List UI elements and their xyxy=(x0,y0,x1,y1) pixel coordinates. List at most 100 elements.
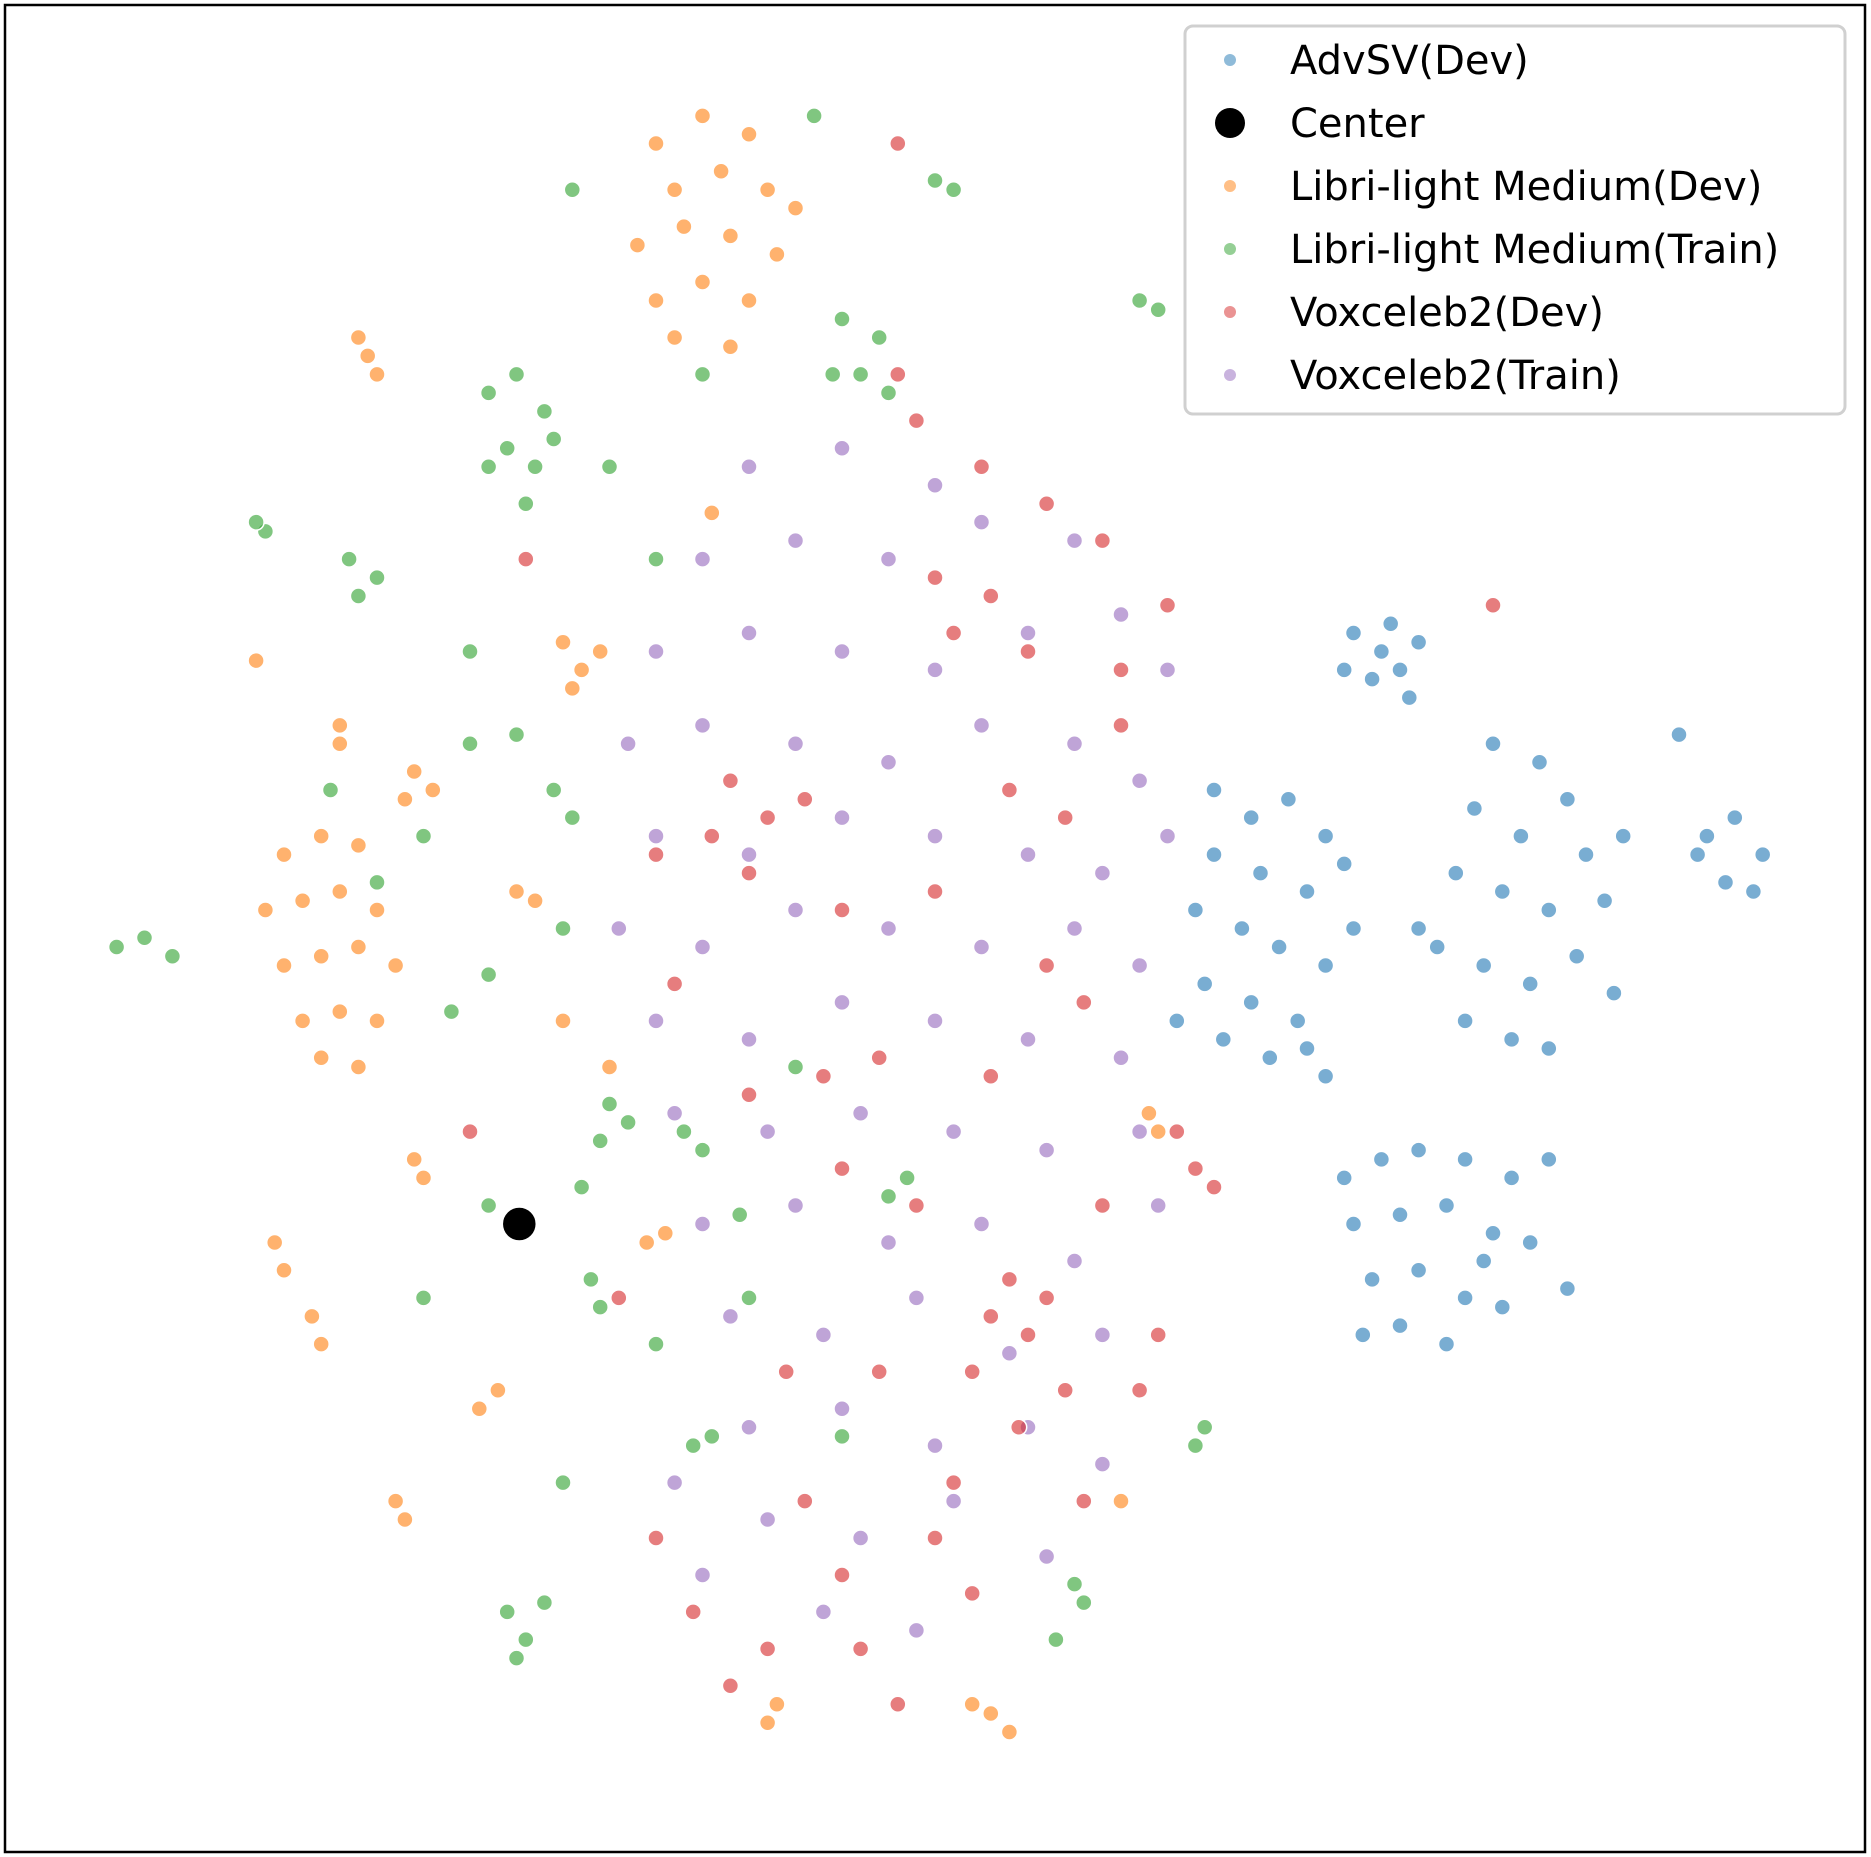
point-advsv-dev-57 xyxy=(1502,1169,1521,1187)
point-libri-light-medium-train-30 xyxy=(600,1095,619,1113)
point-voxceleb2-train-3 xyxy=(693,550,712,568)
point-libri-light-medium-train-8 xyxy=(340,550,358,568)
point-voxceleb2-dev-26 xyxy=(982,1067,1000,1086)
point-libri-light-medium-train-57 xyxy=(600,458,619,476)
point-libri-light-medium-dev-66 xyxy=(554,1012,572,1030)
point-voxceleb2-train-58 xyxy=(1093,1326,1112,1344)
point-voxceleb2-train-38 xyxy=(833,993,851,1012)
point-voxceleb2-dev-39 xyxy=(870,1363,888,1381)
point-libri-light-medium-train-60 xyxy=(554,1473,572,1492)
point-voxceleb2-train-15 xyxy=(619,735,637,753)
point-libri-light-medium-train-1 xyxy=(507,365,526,384)
point-advsv-dev-25 xyxy=(1168,1012,1186,1030)
point-libri-light-medium-train-61 xyxy=(647,1335,665,1353)
point-libri-light-medium-dev-63 xyxy=(1149,1122,1167,1141)
point-libri-light-medium-train-5 xyxy=(479,458,498,476)
point-advsv-dev-24 xyxy=(1261,1049,1279,1067)
point-advsv-dev-64 xyxy=(1558,1279,1577,1298)
point-libri-light-medium-dev-65 xyxy=(489,1381,507,1399)
point-voxceleb2-train-30 xyxy=(693,938,712,956)
point-voxceleb2-dev-18 xyxy=(1112,716,1130,735)
point-voxceleb2-train-6 xyxy=(972,513,991,531)
point-voxceleb2-dev-50 xyxy=(684,1603,702,1621)
point-advsv-dev-41 xyxy=(1567,947,1586,965)
point-voxceleb2-dev-42 xyxy=(833,1566,851,1584)
point-libri-light-medium-dev-33 xyxy=(572,661,591,679)
point-advsv-dev-35 xyxy=(1493,882,1512,901)
point-libri-light-medium-train-24 xyxy=(107,938,126,956)
point-advsv-dev-63 xyxy=(1521,1233,1539,1252)
legend-marker-4 xyxy=(1224,306,1236,318)
point-voxceleb2-dev-11 xyxy=(721,771,740,790)
point-voxceleb2-dev-62 xyxy=(889,134,907,153)
point-voxceleb2-train-1 xyxy=(833,439,851,458)
point-voxceleb2-dev-4 xyxy=(1093,531,1112,550)
point-libri-light-medium-dev-42 xyxy=(507,882,526,901)
point-voxceleb2-dev-8 xyxy=(1019,642,1037,661)
legend-marker-5 xyxy=(1224,369,1236,381)
point-libri-light-medium-train-41 xyxy=(517,1630,535,1649)
legend: AdvSV(Dev) Center Libri-light Medium(Dev) L… xyxy=(1183,24,1847,416)
point-libri-light-medium-dev-34 xyxy=(591,642,609,661)
point-advsv-dev-13 xyxy=(1251,864,1270,882)
point-libri-light-medium-dev-35 xyxy=(563,679,582,698)
point-advsv-dev-72 xyxy=(1474,1252,1493,1270)
point-advsv-dev-22 xyxy=(1288,1012,1307,1030)
point-voxceleb2-train-5 xyxy=(879,550,898,568)
point-voxceleb2-dev-56 xyxy=(647,845,665,864)
point-libri-light-medium-dev-48 xyxy=(303,1307,321,1326)
point-voxceleb2-train-12 xyxy=(1019,624,1037,642)
point-libri-light-medium-train-7 xyxy=(544,430,563,448)
point-advsv-dev-58 xyxy=(1540,1150,1558,1169)
point-advsv-dev-51 xyxy=(1670,725,1688,744)
point-libri-light-medium-train-48 xyxy=(1186,1436,1205,1455)
point-voxceleb2-train-61 xyxy=(926,1436,944,1455)
point-advsv-dev-40 xyxy=(1521,975,1539,993)
point-libri-light-medium-train-14 xyxy=(870,328,888,347)
legend-label-5: Voxceleb2(Train) xyxy=(1290,353,1621,399)
point-libri-light-medium-train-26 xyxy=(163,947,182,965)
point-voxceleb2-train-33 xyxy=(972,938,991,956)
point-libri-light-medium-dev-56 xyxy=(768,1695,786,1713)
point-advsv-dev-45 xyxy=(1409,919,1428,938)
point-libri-light-medium-train-66 xyxy=(786,1058,805,1076)
point-voxceleb2-dev-47 xyxy=(889,1695,907,1713)
point-libri-light-medium-dev-21 xyxy=(331,882,349,901)
point-advsv-dev-61 xyxy=(1437,1196,1456,1215)
point-advsv-dev-17 xyxy=(1233,919,1251,938)
point-advsv-dev-52 xyxy=(1688,845,1707,864)
point-advsv-dev-7 xyxy=(1400,688,1419,707)
point-voxceleb2-train-48 xyxy=(693,1215,712,1233)
point-voxceleb2-train-64 xyxy=(758,1510,777,1529)
point-libri-light-medium-dev-7 xyxy=(675,217,693,236)
point-libri-light-medium-train-47 xyxy=(1195,1418,1214,1436)
point-voxceleb2-train-20 xyxy=(1065,735,1084,753)
point-voxceleb2-dev-54 xyxy=(1149,1326,1167,1344)
point-advsv-dev-75 xyxy=(1316,1067,1335,1086)
point-libri-light-medium-dev-54 xyxy=(963,1695,981,1713)
legend-label-4: Voxceleb2(Dev) xyxy=(1290,290,1604,336)
point-voxceleb2-dev-36 xyxy=(963,1363,981,1381)
point-libri-light-medium-dev-64 xyxy=(470,1399,489,1418)
point-libri-light-medium-dev-69 xyxy=(1112,1492,1130,1510)
point-advsv-dev-5 xyxy=(1335,661,1353,679)
point-libri-light-medium-train-59 xyxy=(414,1289,433,1307)
point-voxceleb2-dev-21 xyxy=(1037,956,1056,975)
point-libri-light-medium-dev-44 xyxy=(405,1150,423,1169)
point-voxceleb2-dev-6 xyxy=(982,587,1000,605)
point-voxceleb2-train-4 xyxy=(786,531,805,550)
point-libri-light-medium-train-54 xyxy=(479,965,498,984)
point-libri-light-medium-train-13 xyxy=(833,310,851,328)
point-voxceleb2-train-45 xyxy=(944,1122,963,1141)
point-advsv-dev-19 xyxy=(1316,956,1335,975)
point-libri-light-medium-dev-30 xyxy=(312,1049,330,1067)
point-voxceleb2-train-43 xyxy=(758,1122,777,1141)
legend-label-3: Libri-light Medium(Train) xyxy=(1290,227,1779,273)
point-voxceleb2-dev-58 xyxy=(814,1067,833,1086)
point-voxceleb2-train-65 xyxy=(851,1529,870,1547)
point-libri-light-medium-train-10 xyxy=(349,587,368,605)
point-advsv-dev-66 xyxy=(1409,1261,1428,1279)
point-voxceleb2-dev-31 xyxy=(1093,1196,1112,1215)
point-advsv-dev-56 xyxy=(1456,1150,1474,1169)
